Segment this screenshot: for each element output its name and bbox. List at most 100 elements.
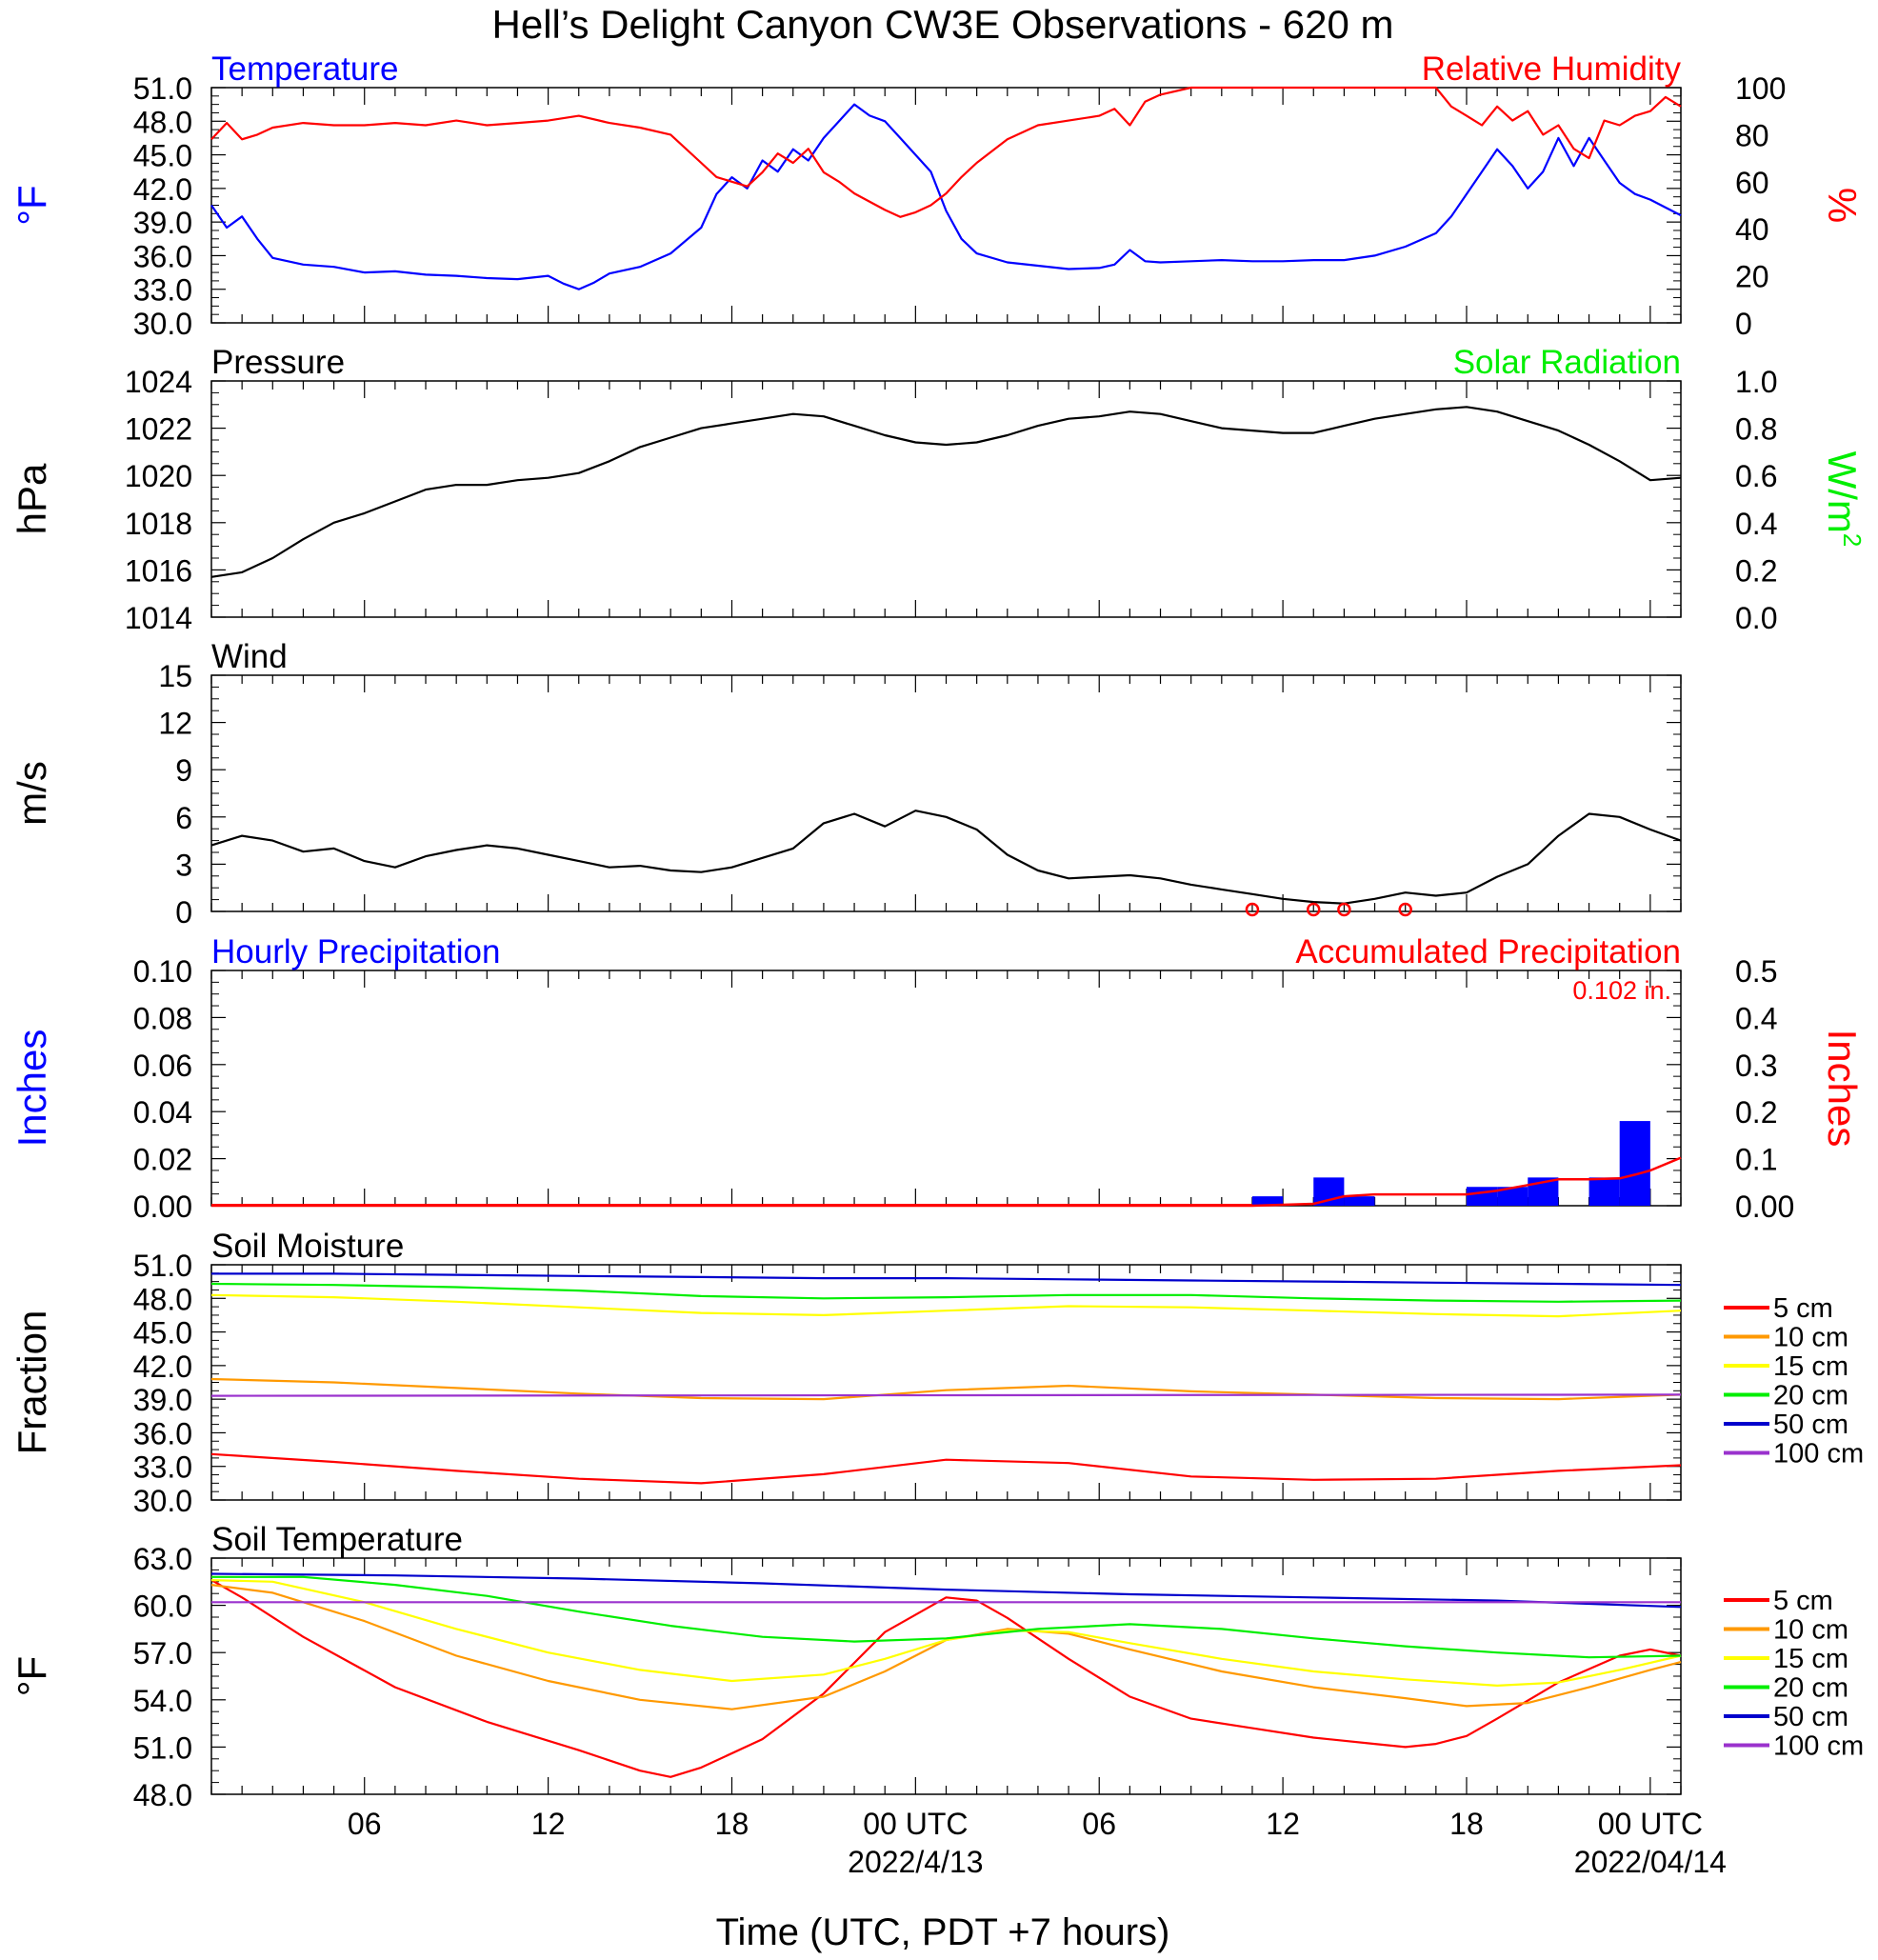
panel-title-right: Accumulated Precipitation — [1295, 933, 1681, 970]
y-tick-label-left: 36.0 — [133, 239, 192, 273]
precip-bar — [1344, 1196, 1375, 1206]
series-line-10-cm — [210, 1377, 1682, 1401]
y-tick-label-right: 0.1 — [1735, 1143, 1777, 1177]
legend-label: 20 cm — [1773, 1673, 1848, 1704]
panel-title-left: Temperature — [211, 50, 398, 88]
y-tick-label-left: 57.0 — [133, 1636, 192, 1670]
legend-label: 50 cm — [1773, 1702, 1848, 1732]
x-tick-date-label: 2022/04/14 — [1574, 1845, 1727, 1879]
panel-pressure_solar: 1024 1022 1020 1018 1016 1014 1.0 0.8 0.6 0.4 0.2 0… — [10, 344, 1867, 635]
y-tick-label-left: 0.06 — [133, 1049, 192, 1083]
y-tick-label-left: 51.0 — [133, 1730, 192, 1765]
y-tick-label-left: 1016 — [125, 553, 192, 588]
y-tick-label-left: 0.00 — [133, 1190, 192, 1224]
y-axis-label-left: °F — [10, 185, 54, 225]
panel-title-left: Soil Moisture — [211, 1228, 404, 1265]
y-tick-label-left: 60.0 — [133, 1590, 192, 1624]
series-line-15-cm — [210, 1293, 1682, 1318]
y-tick-label-right: 0.4 — [1735, 1001, 1777, 1035]
panel-soil_temperature: 63.0 60.0 57.0 54.0 51.0 48.0 Soil Temperature… — [10, 1521, 1864, 1879]
y-tick-label-left: 39.0 — [133, 1383, 192, 1417]
y-tick-label-left: 1014 — [125, 601, 192, 635]
legend-label: 15 cm — [1773, 1644, 1848, 1674]
panels: 51.048.045.042.039.036.033.030.010080604… — [10, 50, 1867, 1879]
y-tick-label-left: 1024 — [125, 365, 192, 399]
x-tick-label: 12 — [531, 1807, 566, 1841]
y-tick-label-left: 0.10 — [133, 954, 192, 989]
series-line-pressure — [210, 406, 1682, 578]
legend-label: 5 cm — [1773, 1293, 1833, 1324]
x-tick-label: 00 UTC — [863, 1807, 968, 1841]
series-line-20-cm — [211, 1575, 1682, 1659]
precip-bar — [1619, 1121, 1650, 1206]
series-line-10-cm — [210, 1584, 1682, 1710]
series-line-wind-speed — [210, 810, 1682, 905]
y-tick-label-left: 1018 — [125, 507, 192, 541]
x-axis-title: Time (UTC, PDT +7 hours) — [716, 1911, 1170, 1953]
precip-bar — [1497, 1187, 1528, 1206]
series-line-50-cm — [211, 1272, 1682, 1287]
y-tick-label-left: 51.0 — [133, 1249, 192, 1283]
y-tick-label-left: 42.0 — [133, 172, 192, 207]
panel-title-left: Soil Temperature — [211, 1521, 463, 1558]
y-tick-label-left: 45.0 — [133, 1316, 192, 1350]
y-tick-label-right: 0.2 — [1735, 553, 1777, 588]
x-tick-label: 18 — [1449, 1807, 1484, 1841]
legend-label: 50 cm — [1773, 1410, 1848, 1440]
series-line-100-cm — [210, 1393, 1682, 1397]
x-tick-label: 18 — [715, 1807, 749, 1841]
y-tick-label-left: 45.0 — [133, 139, 192, 173]
y-tick-label-left: 48.0 — [133, 1282, 192, 1316]
series-line-relative-humidity — [210, 86, 1682, 218]
y-tick-label-right: 0 — [1735, 307, 1752, 341]
y-tick-label-right: 0.2 — [1735, 1095, 1777, 1130]
y-tick-label-right: 20 — [1735, 260, 1769, 294]
y-tick-label-right: 0.3 — [1735, 1049, 1777, 1083]
y-axis-label-left: Inches — [10, 1030, 54, 1148]
y-tick-label-left: 9 — [175, 753, 192, 788]
panel-title-right: Solar Radiation — [1453, 344, 1681, 381]
y-tick-label-left: 51.0 — [133, 71, 192, 106]
panel-precipitation: 0.100.080.060.040.020.000.50.40.30.20.10… — [10, 933, 1865, 1224]
precip-bar — [1251, 1196, 1284, 1206]
x-tick-date-label: 2022/4/13 — [848, 1845, 983, 1879]
y-tick-label-left: 6 — [175, 801, 192, 835]
y-tick-label-right: 0.5 — [1735, 954, 1777, 989]
series-line-5-cm — [210, 1579, 1682, 1778]
accumulated-total-label: 0.102 in. — [1572, 976, 1671, 1005]
y-tick-label-right: 0.00 — [1735, 1190, 1794, 1224]
y-tick-label-left: 15 — [158, 659, 192, 693]
y-axis-label-left: hPa — [10, 463, 54, 534]
chart-title: Hell’s Delight Canyon CW3E Observations … — [492, 2, 1394, 47]
series-line-accumulated-precipitation — [211, 1156, 1682, 1208]
y-axis-label-left: °F — [10, 1656, 54, 1696]
y-tick-label-left: 48.0 — [133, 105, 192, 139]
y-axis-label-right: Inches — [1820, 1030, 1865, 1148]
y-tick-label-left: 42.0 — [133, 1350, 192, 1384]
y-tick-label-left: 1020 — [125, 459, 192, 493]
y-tick-label-left: 0 — [175, 895, 192, 930]
precip-bar — [1588, 1177, 1620, 1206]
y-tick-label-right: 100 — [1735, 71, 1786, 106]
y-tick-label-left: 1022 — [125, 412, 192, 447]
calm-wind-circle — [1245, 902, 1260, 917]
y-tick-label-left: 33.0 — [133, 1450, 192, 1485]
panel-title-left: Pressure — [211, 344, 345, 381]
y-tick-label-left: 63.0 — [133, 1542, 192, 1576]
y-tick-label-left: 12 — [158, 707, 192, 741]
y-tick-label-left: 0.08 — [133, 1001, 192, 1035]
panel-title-left: Hourly Precipitation — [211, 933, 500, 970]
y-tick-label-left: 54.0 — [133, 1684, 192, 1718]
panel-wind: 15 12 9 6 3 0 Wind m/s — [10, 638, 1682, 930]
series-line-5-cm — [210, 1452, 1682, 1485]
panel-title-left: Wind — [211, 638, 288, 675]
calm-wind-circle — [1307, 902, 1321, 917]
series-line-20-cm — [210, 1282, 1682, 1303]
y-tick-label-left: 36.0 — [133, 1416, 192, 1450]
legend-label: 5 cm — [1773, 1586, 1833, 1616]
y-tick-label-left: 30.0 — [133, 307, 192, 341]
legend-label: 100 cm — [1773, 1731, 1864, 1762]
series-line-temperature — [210, 103, 1682, 290]
